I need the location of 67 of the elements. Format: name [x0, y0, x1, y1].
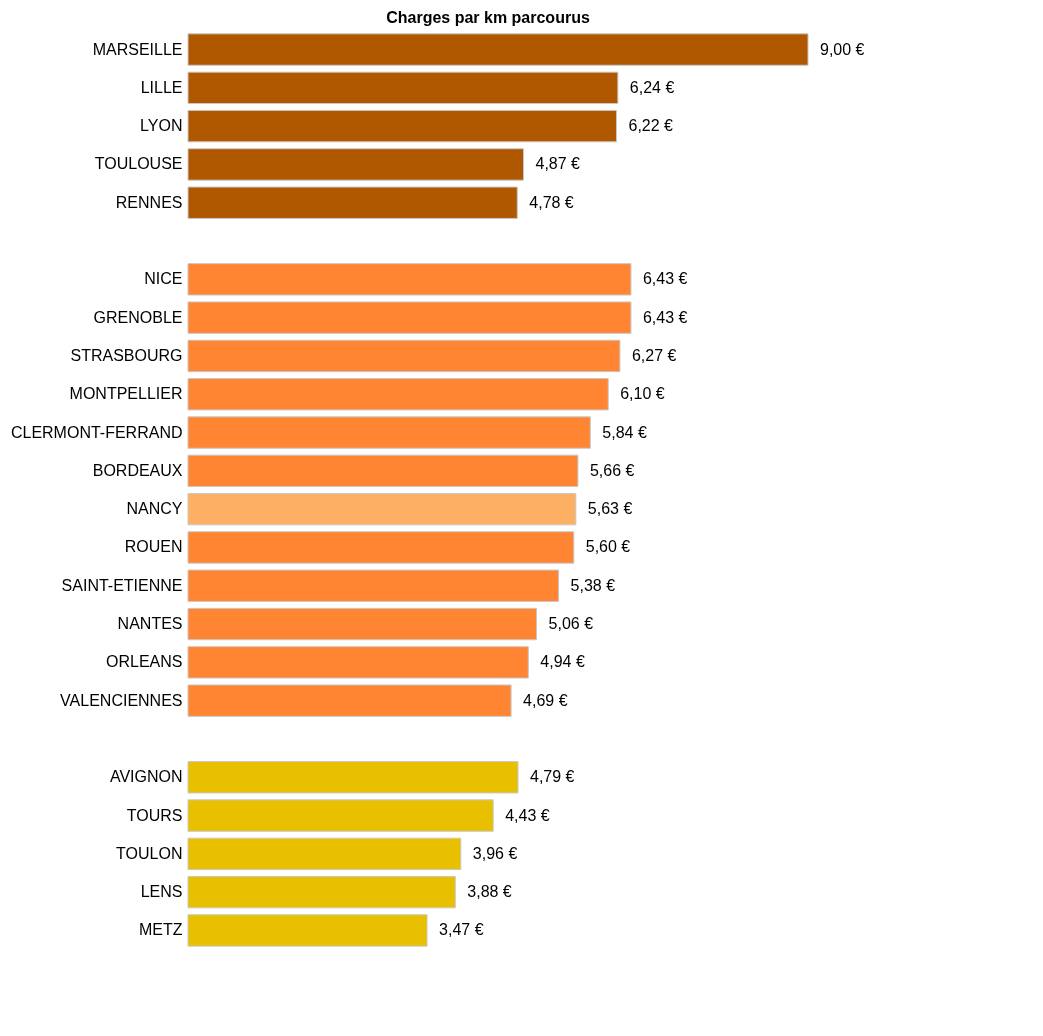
data-label: 6,22 € [628, 117, 674, 135]
data-label: 5,66 € [589, 461, 635, 479]
data-label: 4,43 € [505, 806, 550, 824]
y-tick-label: LENS [140, 883, 183, 901]
bar [187, 569, 560, 602]
data-label: 5,60 € [585, 538, 631, 556]
y-tick-label: AVIGNON [109, 768, 183, 786]
data-label: 5,63 € [587, 500, 633, 518]
data-label: 4,94 € [540, 653, 585, 671]
bar [187, 875, 456, 909]
y-tick-label: SAINT-ETIENNE [61, 576, 183, 594]
data-label: 6,10 € [620, 385, 665, 403]
bar [187, 339, 621, 373]
y-tick-label: CLERMONT-FERRAND [10, 423, 183, 441]
data-label: 6,43 € [642, 270, 688, 288]
data-label: 5,06 € [548, 615, 594, 633]
y-tick-label: TOULOUSE [94, 155, 183, 173]
data-label: 3,88 € [467, 883, 512, 901]
data-label: 4,87 € [535, 155, 581, 173]
bar [187, 263, 632, 296]
bar [187, 646, 529, 679]
bar [187, 761, 519, 794]
data-label: 6,43 € [642, 308, 688, 326]
bar [187, 186, 518, 219]
bar [187, 148, 524, 181]
bar [187, 492, 577, 526]
y-tick-label: NANTES [117, 615, 183, 633]
bar [187, 799, 494, 832]
data-label: 3,96 € [472, 844, 518, 862]
data-label: 6,27 € [631, 346, 677, 364]
data-label: 4,79 € [529, 768, 575, 786]
y-tick-label: TOURS [126, 806, 183, 824]
y-tick-label: METZ [138, 921, 183, 939]
bar [187, 416, 591, 449]
y-tick-label: ROUEN [124, 538, 183, 556]
data-label: 6,24 € [629, 78, 675, 96]
y-tick-label: ORLEANS [106, 653, 183, 671]
data-label: 3,47 € [439, 921, 484, 939]
y-tick-label: TOULON [116, 844, 183, 862]
y-tick-label: LILLE [140, 78, 183, 96]
y-tick-label: RENNES [115, 193, 183, 211]
bar [187, 301, 632, 334]
y-tick-label: STRASBOURG [70, 346, 183, 364]
y-tick-label: NANCY [126, 500, 183, 518]
data-label: 5,38 € [570, 576, 616, 594]
y-tick-label: VALENCIENNES [60, 691, 183, 709]
bar [187, 837, 462, 871]
bar [187, 454, 579, 488]
bar [187, 378, 609, 411]
bar [187, 607, 538, 641]
bar [187, 71, 619, 105]
data-label: 4,69 € [523, 691, 568, 709]
bar [187, 531, 575, 564]
bar [187, 914, 428, 947]
data-label: 4,78 € [529, 193, 574, 211]
bar [187, 33, 809, 66]
data-label: 5,84 € [602, 423, 647, 441]
y-tick-label: MARSEILLE [92, 40, 183, 58]
chart-title: Charges par km parcourus [386, 9, 590, 26]
bar [187, 109, 617, 143]
data-label: 9,00 € [820, 40, 865, 58]
y-tick-label: NICE [144, 270, 183, 288]
y-tick-label: LYON [140, 117, 183, 135]
y-tick-label: MONTPELLIER [69, 385, 183, 403]
bar [187, 684, 512, 717]
y-tick-label: GRENOBLE [93, 308, 183, 326]
y-tick-label: BORDEAUX [92, 461, 183, 479]
